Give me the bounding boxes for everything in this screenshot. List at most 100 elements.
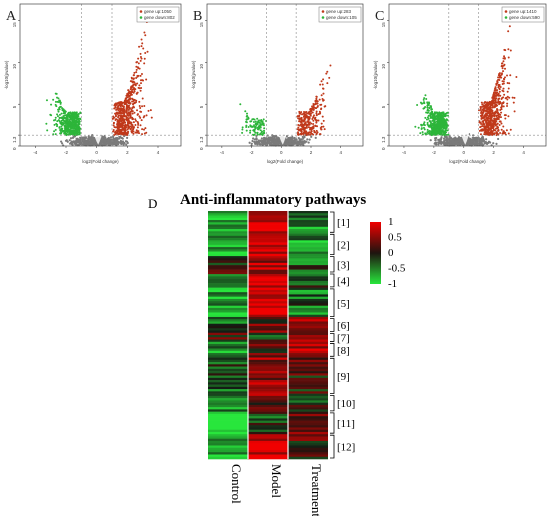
up-point	[328, 76, 331, 79]
y-tick-label: 1.3	[381, 136, 386, 143]
heatmap-cell	[248, 355, 288, 358]
up-point	[136, 109, 139, 112]
up-point	[496, 111, 499, 114]
up-point	[495, 120, 498, 123]
up-point	[116, 122, 119, 125]
down-point	[429, 121, 432, 124]
up-point	[498, 75, 501, 78]
y-tick-label: 5	[199, 105, 204, 108]
heatmap-cell	[248, 400, 288, 403]
up-point	[141, 128, 144, 131]
up-point	[143, 31, 146, 34]
down-point	[250, 120, 253, 123]
heatmap-cell	[248, 402, 288, 406]
down-point	[260, 119, 263, 122]
heatmap-cell	[288, 235, 328, 239]
ns-point	[109, 140, 112, 143]
heatmap-cell	[208, 316, 248, 320]
ns-point	[297, 136, 300, 140]
up-point	[496, 109, 499, 112]
up-point	[500, 128, 503, 131]
heatmap-cell	[208, 215, 248, 219]
down-point	[251, 125, 254, 128]
heatmap-cell	[208, 285, 248, 288]
heatmap-cell	[288, 386, 328, 390]
up-point	[139, 59, 142, 62]
x-tick-label: -2	[250, 150, 254, 155]
heatmap-cell	[208, 292, 248, 295]
down-point	[77, 120, 80, 123]
up-point	[129, 115, 132, 118]
x-tick-label: 4	[157, 150, 160, 155]
ns-point	[445, 141, 448, 144]
down-point	[61, 107, 64, 110]
up-point	[503, 48, 506, 51]
up-point	[478, 121, 481, 124]
heatmap-cell	[288, 312, 328, 316]
down-point	[438, 112, 441, 115]
up-point	[315, 113, 318, 116]
up-point	[137, 67, 140, 70]
down-point	[443, 122, 446, 125]
up-point	[118, 129, 121, 132]
up-point	[136, 131, 139, 134]
up-point	[316, 100, 319, 103]
down-point	[75, 128, 78, 131]
down-point	[259, 123, 262, 126]
up-point	[479, 107, 482, 110]
up-point	[508, 96, 511, 99]
up-point	[306, 115, 309, 118]
heatmap-cell	[208, 420, 248, 424]
up-point	[491, 104, 494, 107]
up-point	[491, 96, 494, 99]
up-point	[138, 87, 141, 90]
down-point	[429, 105, 432, 108]
up-point	[310, 130, 313, 133]
heatmap-cell	[248, 382, 288, 385]
heatmap-cell	[208, 238, 248, 241]
down-point	[443, 131, 446, 134]
up-point	[315, 121, 318, 124]
up-point	[499, 131, 502, 134]
ns-point	[253, 140, 256, 144]
heatmap-cell	[208, 400, 248, 403]
down-point	[56, 115, 59, 118]
up-point	[481, 128, 484, 131]
up-point	[132, 83, 135, 86]
ns-point	[308, 138, 311, 141]
up-point	[493, 104, 496, 107]
heatmap-cell	[248, 323, 288, 327]
ns-point	[93, 139, 97, 143]
down-point	[414, 125, 417, 128]
heatmap-cell	[288, 253, 328, 257]
x-tick-label: 2	[492, 150, 495, 155]
ns-point	[112, 135, 115, 138]
up-point	[139, 79, 142, 82]
x-tick-label: 2	[310, 150, 313, 155]
heatmap-cell	[288, 242, 328, 246]
heatmap-cell	[288, 307, 328, 311]
up-point	[506, 74, 509, 77]
heatmap-cell	[288, 404, 328, 408]
ns-point	[457, 142, 460, 145]
down-point	[429, 120, 432, 123]
up-point	[116, 106, 119, 109]
up-point	[500, 72, 503, 75]
ns-point	[126, 136, 129, 139]
heatmap-cell	[208, 407, 248, 410]
down-point	[437, 116, 440, 119]
heatmap-cell	[208, 332, 248, 336]
heatmap-cell	[248, 262, 288, 266]
up-point	[486, 101, 489, 104]
up-point	[137, 62, 140, 65]
ns-point	[84, 141, 87, 144]
heatmap-cell	[288, 217, 328, 221]
up-point	[137, 123, 140, 126]
heatmap-cell	[208, 402, 248, 406]
ns-point	[492, 142, 495, 145]
down-point	[259, 129, 262, 132]
down-point	[78, 120, 81, 123]
ns-point	[299, 141, 302, 144]
group-label: [7]	[337, 332, 350, 344]
down-point	[70, 118, 73, 121]
